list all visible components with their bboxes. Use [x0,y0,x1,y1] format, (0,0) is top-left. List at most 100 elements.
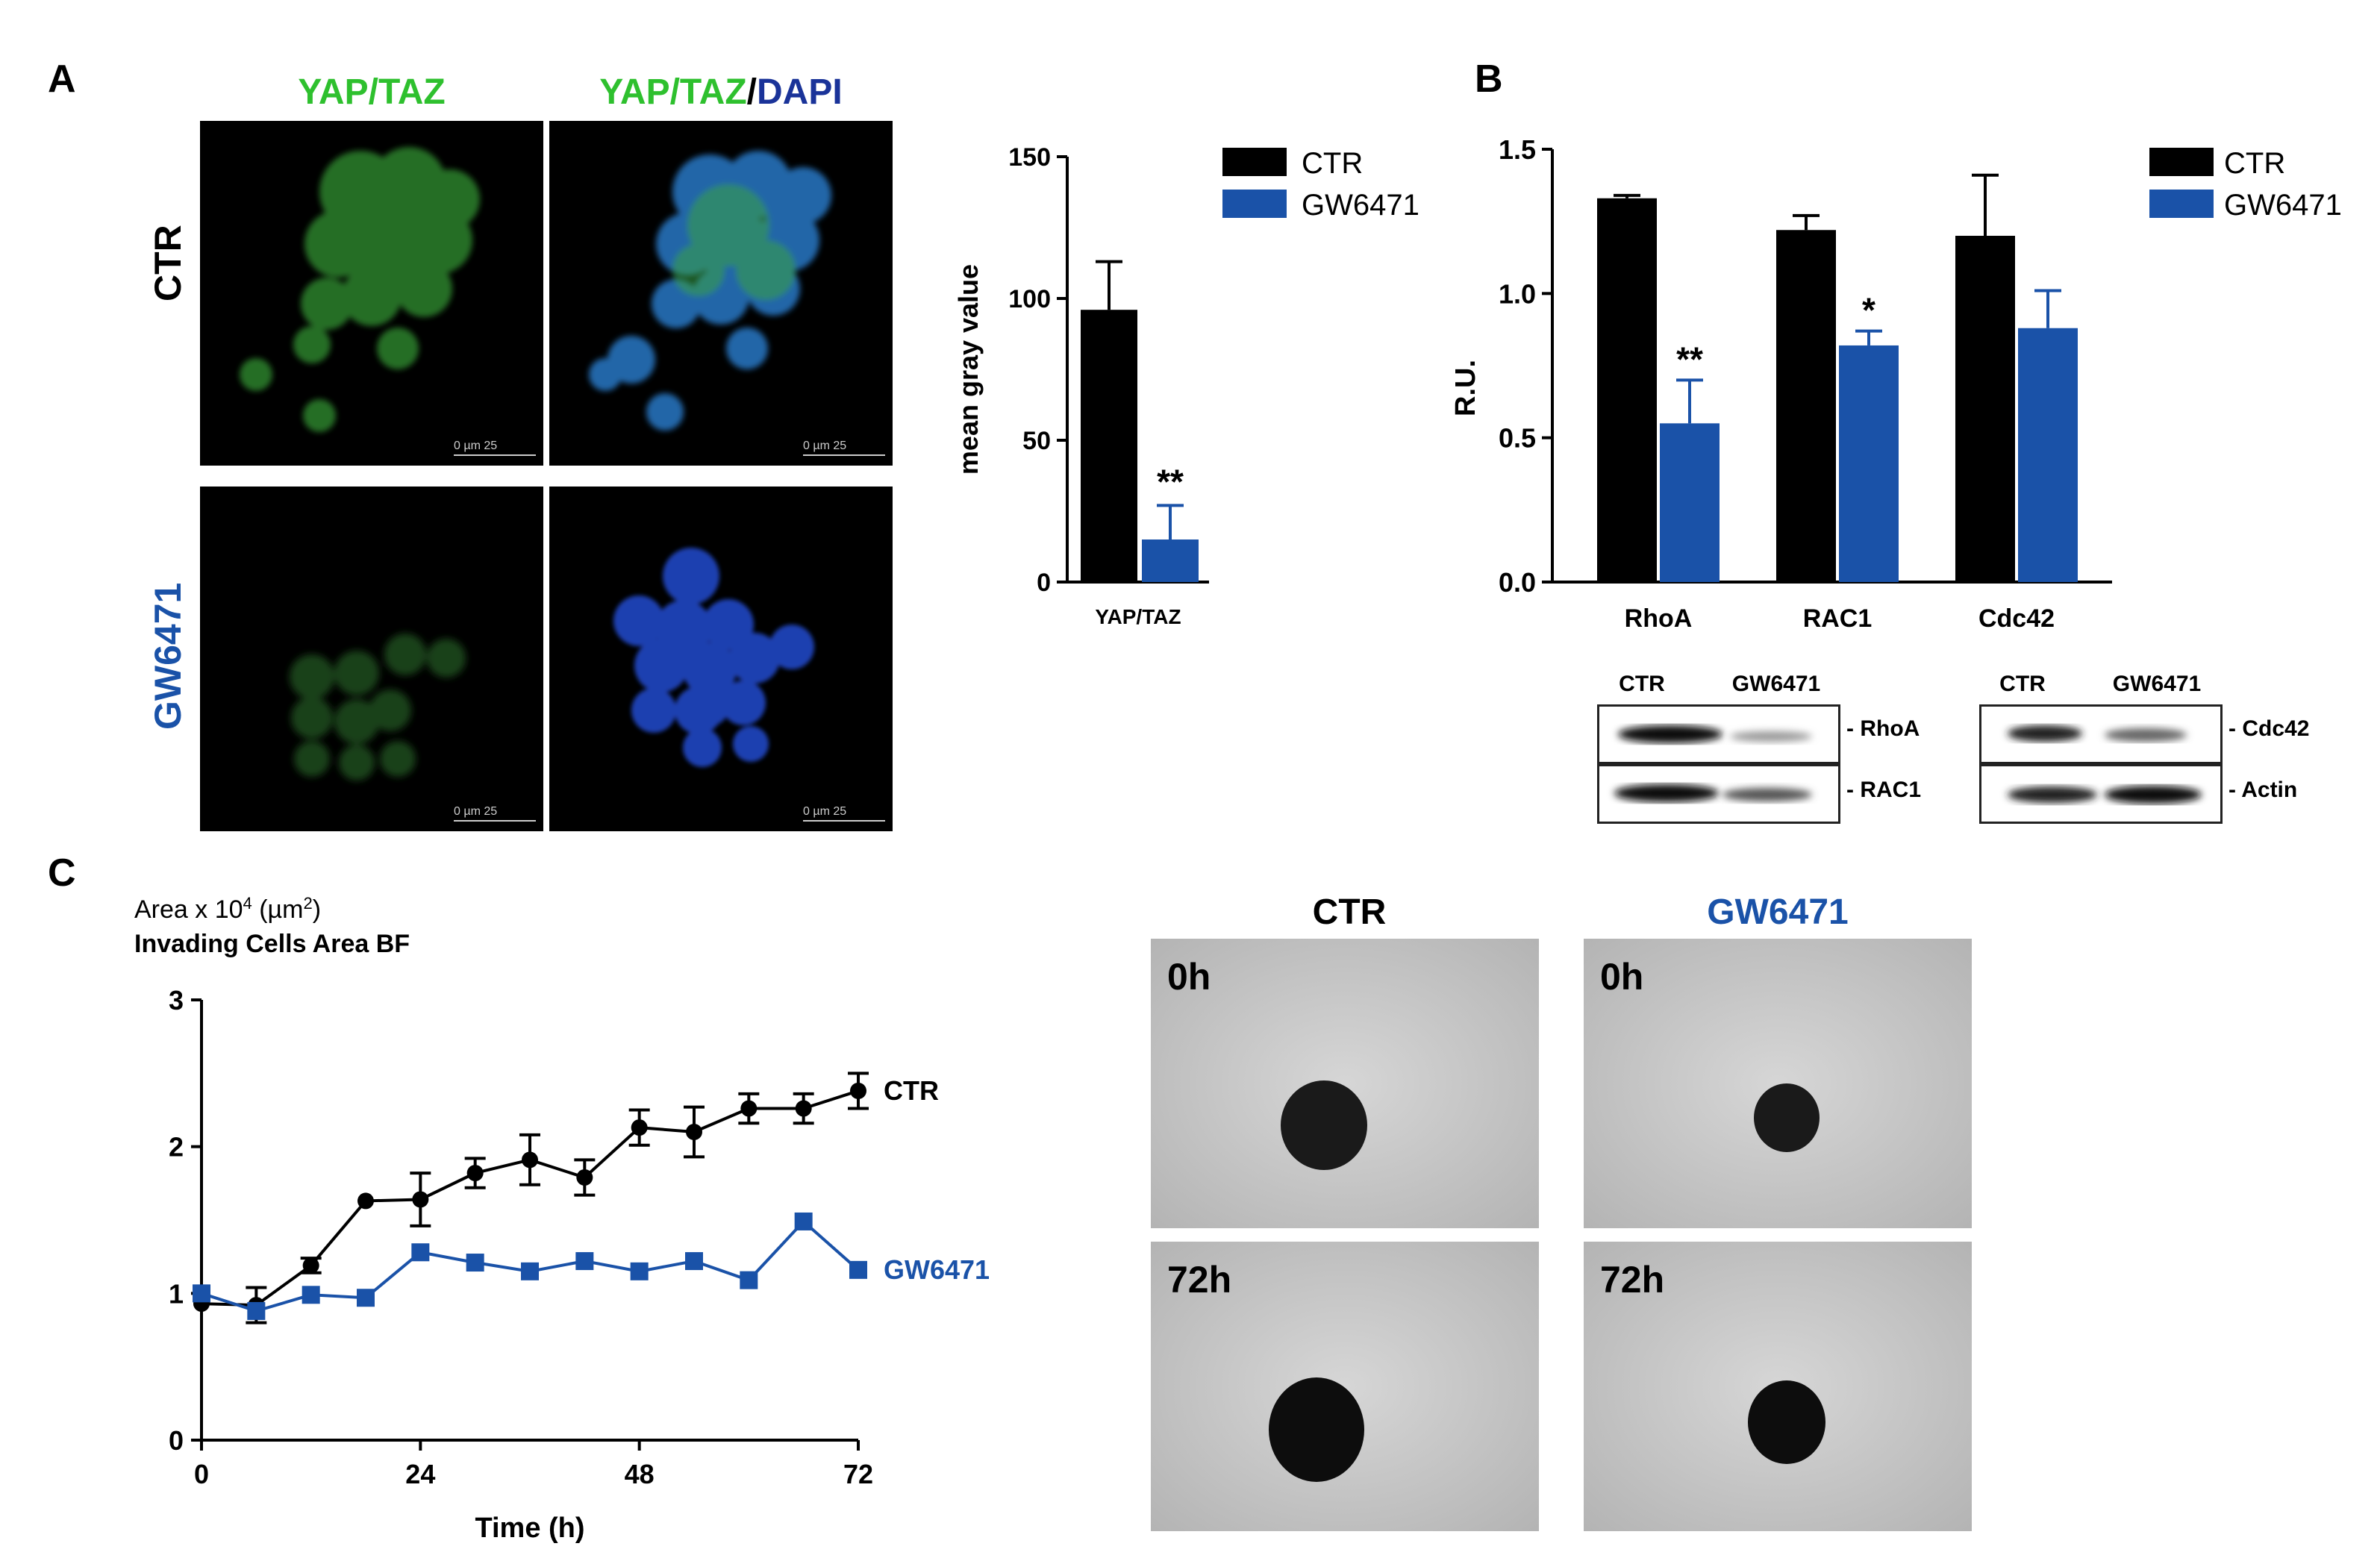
blot-col-gw-right: GW6471 [2112,672,2202,696]
significance-label: ** [1676,340,1703,378]
blot-col-ctr-left: CTR [1619,672,1665,696]
y-axis-label-part: (µm [252,895,304,924]
rho-gtpase-bar-chart: 0.0 0.5 1.0 1.5 ** RhoA * RAC1 Cdc42 R.U. CTR GW647… [1450,134,2342,633]
bf-image-ctr-72h: 72h [1151,1242,1539,1531]
bar-gw6471 [1142,539,1199,582]
micrograph-ctr-merge: 0 µm 25 [549,121,893,466]
bar-rhoa-gw6471 [1660,423,1720,582]
y-axis-label-superscript: 2 [303,894,312,913]
time-label-72h: 72h [1167,1259,1232,1301]
bf-header-ctr: CTR [1312,892,1387,932]
row-label-ctr: CTR [147,225,189,301]
data-point-gw6471 [794,1212,813,1230]
y-tick-label: 3 [169,985,184,1016]
data-point-gw6471 [575,1252,594,1271]
x-axis-label: Time (h) [475,1513,584,1544]
y-tick-label: 0.0 [1499,567,1536,598]
y-tick-label: 2 [169,1132,184,1163]
bar-rhoa-ctr [1597,198,1657,582]
bar-cdc42-gw6471 [2018,328,2078,582]
scalebar-label: 0 µm 25 [454,440,497,452]
y-tick-label: 150 [1008,143,1051,172]
data-point-ctr [850,1082,866,1099]
blot-actin [1979,764,2223,824]
x-category-label: YAP/TAZ [1095,605,1181,628]
y-tick-label: 1 [169,1278,184,1309]
data-point-gw6471 [302,1286,320,1304]
data-point-ctr [686,1124,702,1140]
legend-swatch-ctr [2149,148,2214,176]
bf-image-gw-0h: 0h [1584,939,1972,1228]
data-point-ctr [795,1100,812,1117]
legend-swatch-ctr [1222,148,1287,176]
y-axis-label-superscript: 4 [243,894,252,913]
legend-swatch-gw6471 [2149,190,2214,218]
blot-label-rhoa: - RhoA [1846,716,1920,741]
blot-label-rac1-text: RAC1 [1860,778,1922,802]
y-tick-label: 1.0 [1499,278,1536,309]
column-header-merge: YAP/TAZ/DAPI [549,72,893,113]
legend-label-ctr: CTR [1302,147,1363,180]
y-tick-label: 1.5 [1499,134,1536,165]
invasion-line-chart: Area x 104 (µm2) Invading Cells Area BF 0 1… [134,894,990,1545]
data-point-ctr [740,1100,758,1117]
blot-label-rac1: - RAC1 [1846,778,1922,802]
blot-label-rhoa-text: RhoA [1860,716,1920,741]
bf-image-gw-72h: 72h [1584,1242,1972,1531]
time-label-0h: 0h [1600,956,1644,998]
time-label-0h: 0h [1167,956,1211,998]
blot-cdc42 [1979,704,2223,764]
y-axis-label: mean gray value [953,264,984,475]
merge-header-green: YAP/TAZ [599,72,747,112]
y-axis-label: R.U. [1450,360,1481,416]
scalebar-label: 0 µm 25 [803,440,846,452]
y-tick-label: 0 [1037,569,1051,597]
y-axis-label: Area x 104 (µm2) [134,894,321,925]
data-point-ctr [466,1165,484,1182]
data-point-gw6471 [466,1254,484,1272]
y-axis-label-part: ) [313,895,321,924]
y-tick-label: 0.5 [1499,423,1536,454]
blot-label-actin-text: Actin [2241,778,2298,802]
blot-rac1 [1597,764,1840,824]
data-point-ctr [302,1257,319,1274]
column-header-yap-taz: YAP/TAZ [298,72,446,112]
x-tick-label: 48 [625,1459,655,1489]
significance-label: * [1862,291,1875,330]
data-point-gw6471 [193,1284,210,1303]
data-point-ctr [522,1151,538,1169]
panel-label-c: C [48,851,76,895]
legend-swatch-gw6471 [1222,190,1287,218]
data-point-gw6471 [521,1262,539,1280]
x-tick-label: 72 [843,1459,873,1489]
x-category-label: RhoA [1625,604,1693,633]
row-label-gw6471: GW6471 [147,582,189,730]
significance-label: ** [1157,462,1184,501]
data-point-gw6471 [411,1243,430,1262]
blot-label-cdc42: - Cdc42 [2228,716,2310,741]
data-point-gw6471 [740,1271,758,1289]
merge-header-dapi: DAPI [757,72,843,112]
micrograph-ctr-yap: 0 µm 25 [200,121,543,466]
legend-label-gw6471: GW6471 [1302,189,1419,222]
scalebar-label: 0 µm 25 [454,805,497,818]
panel-label-b: B [1475,57,1503,101]
micrograph-gw-yap: 0 µm 25 [200,487,543,831]
bar-ctr [1081,310,1137,582]
bf-header-gw6471: GW6471 [1707,892,1849,932]
y-tick-label: 100 [1008,285,1051,313]
y-tick-label: 0 [169,1425,184,1456]
blot-label-cdc42-text: Cdc42 [2242,716,2310,741]
blot-rhoa [1597,704,1840,764]
chart-title: Invading Cells Area BF [134,930,410,958]
bar-rac1-ctr [1776,230,1836,582]
series-end-label-gw6471: GW6471 [884,1254,990,1285]
time-label-72h: 72h [1600,1259,1665,1301]
x-tick-label: 24 [405,1459,435,1489]
legend-label-gw6471: GW6471 [2224,189,2342,222]
merge-header-slash: / [746,72,758,112]
legend-label-ctr: CTR [2224,147,2285,180]
bar-cdc42-ctr [1955,236,2015,582]
blot-label-actin: - Actin [2228,778,2298,802]
micrograph-gw-merge: 0 µm 25 [549,487,893,831]
